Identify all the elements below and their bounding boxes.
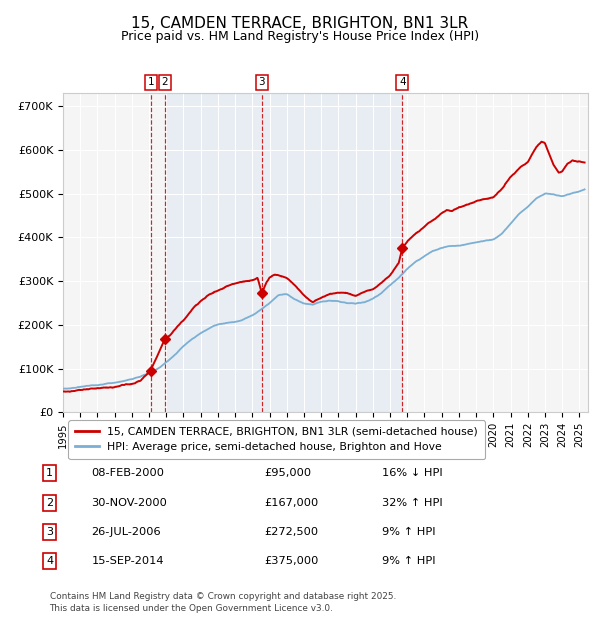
Text: 08-FEB-2000: 08-FEB-2000: [91, 468, 164, 479]
Text: £95,000: £95,000: [265, 468, 311, 479]
Text: 4: 4: [399, 78, 406, 87]
Text: 2: 2: [161, 78, 168, 87]
Text: 1: 1: [148, 78, 154, 87]
Text: 16% ↓ HPI: 16% ↓ HPI: [382, 468, 442, 479]
Text: 3: 3: [259, 78, 265, 87]
Text: 4: 4: [46, 556, 53, 566]
Text: £167,000: £167,000: [265, 498, 319, 508]
Text: 15, CAMDEN TERRACE, BRIGHTON, BN1 3LR: 15, CAMDEN TERRACE, BRIGHTON, BN1 3LR: [131, 16, 469, 31]
Text: 1: 1: [46, 468, 53, 479]
Text: 3: 3: [46, 527, 53, 537]
Text: 32% ↑ HPI: 32% ↑ HPI: [382, 498, 442, 508]
Text: 15-SEP-2014: 15-SEP-2014: [91, 556, 164, 566]
Text: 2: 2: [46, 498, 53, 508]
Legend: 15, CAMDEN TERRACE, BRIGHTON, BN1 3LR (semi-detached house), HPI: Average price,: 15, CAMDEN TERRACE, BRIGHTON, BN1 3LR (s…: [68, 420, 485, 459]
Text: Price paid vs. HM Land Registry's House Price Index (HPI): Price paid vs. HM Land Registry's House …: [121, 30, 479, 43]
Text: 26-JUL-2006: 26-JUL-2006: [91, 527, 161, 537]
Text: 30-NOV-2000: 30-NOV-2000: [91, 498, 167, 508]
Text: £375,000: £375,000: [265, 556, 319, 566]
Text: 9% ↑ HPI: 9% ↑ HPI: [382, 527, 435, 537]
Text: Contains HM Land Registry data © Crown copyright and database right 2025.
This d: Contains HM Land Registry data © Crown c…: [50, 592, 396, 613]
Text: £272,500: £272,500: [265, 527, 319, 537]
Text: 9% ↑ HPI: 9% ↑ HPI: [382, 556, 435, 566]
Bar: [165, 93, 402, 412]
